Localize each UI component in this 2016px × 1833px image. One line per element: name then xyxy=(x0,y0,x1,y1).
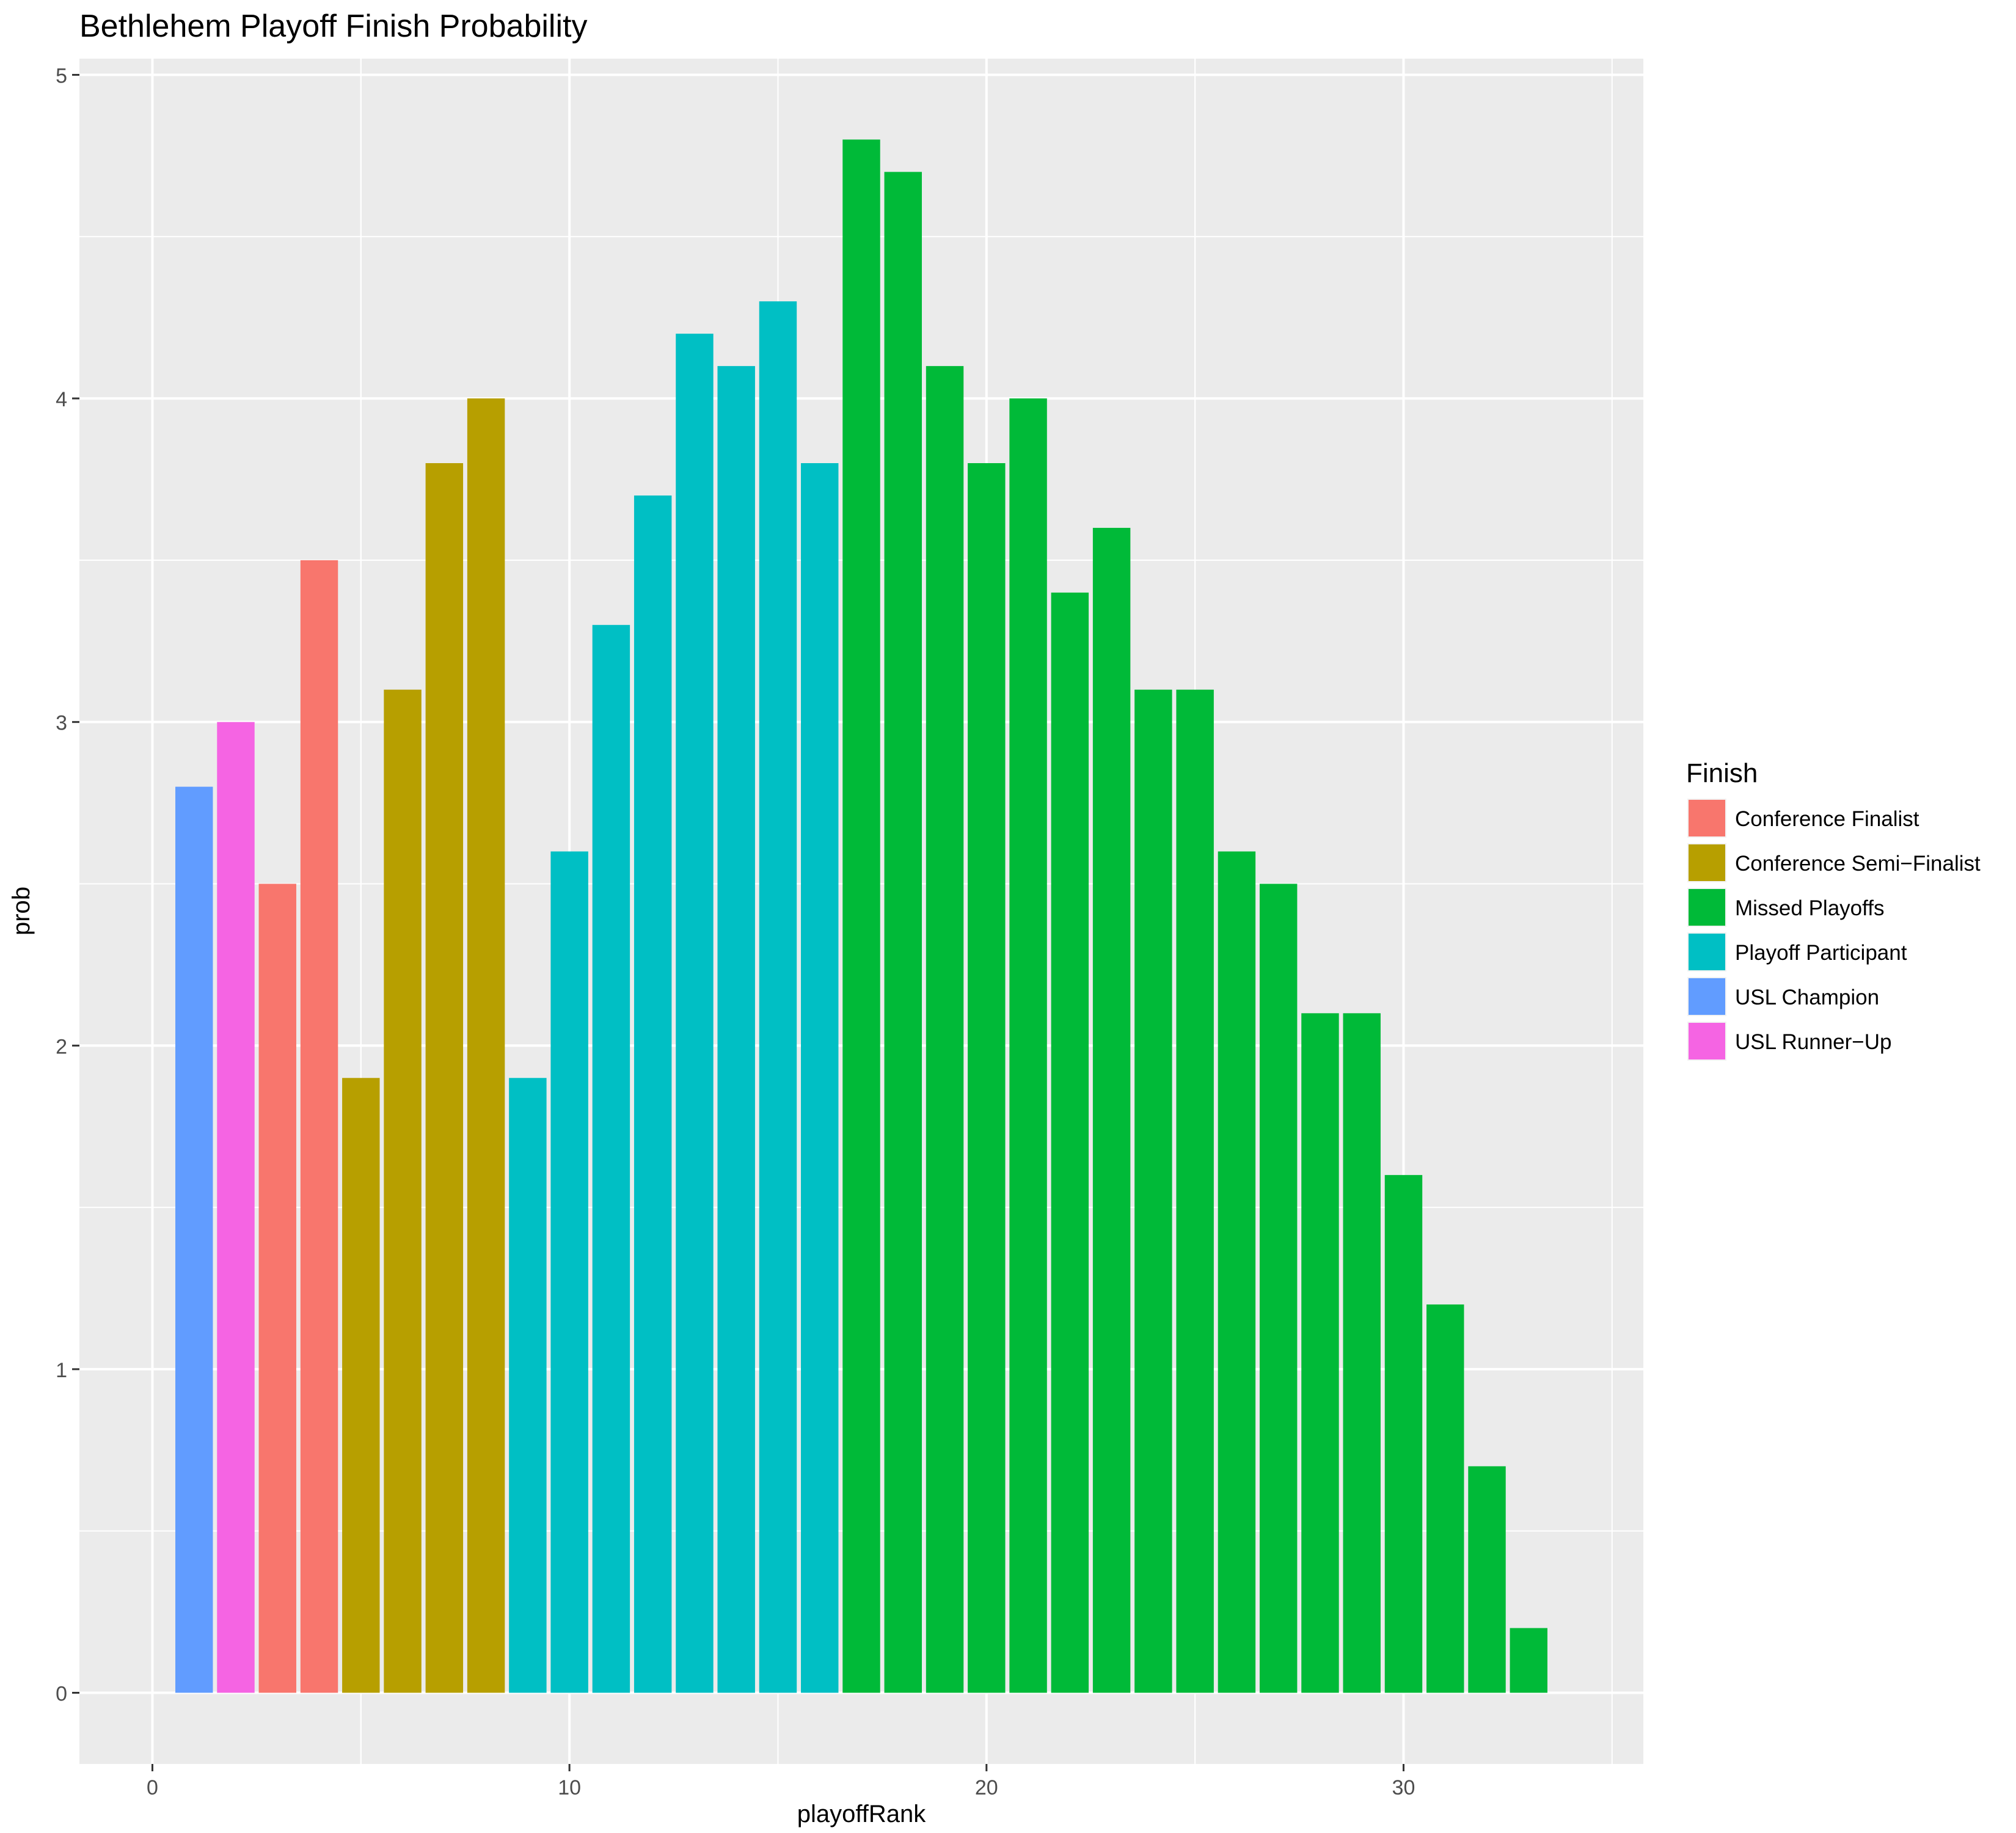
x-axis-title: playoffRank xyxy=(797,1801,927,1828)
bar xyxy=(1009,398,1047,1693)
bar xyxy=(300,560,338,1693)
bar xyxy=(1051,592,1089,1693)
legend-label: USL Runner−Up xyxy=(1735,1030,1891,1054)
bar xyxy=(342,1078,380,1693)
bar xyxy=(258,884,296,1693)
bar xyxy=(926,366,964,1693)
bar xyxy=(217,722,255,1693)
y-tick-label: 0 xyxy=(56,1682,67,1705)
y-tick-label: 3 xyxy=(56,712,67,735)
legend-swatch xyxy=(1689,1023,1725,1059)
y-axis-title: prob xyxy=(8,887,35,935)
legend-label: Conference Finalist xyxy=(1735,807,1919,831)
x-tick-label: 10 xyxy=(558,1776,581,1799)
x-axis: 0 10 20 30 xyxy=(147,1764,1415,1799)
legend-label: USL Champion xyxy=(1735,986,1879,1009)
legend-label: Missed Playoffs xyxy=(1735,896,1884,920)
bar xyxy=(1510,1628,1547,1693)
y-tick-label: 2 xyxy=(56,1035,67,1058)
bar xyxy=(1259,884,1298,1693)
bar xyxy=(676,334,714,1693)
y-tick-label: 4 xyxy=(56,388,67,411)
bar xyxy=(1092,527,1131,1693)
bar xyxy=(717,366,755,1693)
legend-swatch xyxy=(1689,978,1725,1015)
chart-title: Bethlehem Playoff Finish Probability xyxy=(79,9,587,44)
bar xyxy=(467,398,505,1693)
legend-label: Conference Semi−Finalist xyxy=(1735,852,1981,876)
bar xyxy=(842,139,880,1693)
bar xyxy=(175,786,213,1693)
bar xyxy=(509,1078,547,1693)
bar xyxy=(1218,851,1256,1693)
bars xyxy=(175,139,1547,1693)
bar xyxy=(592,624,630,1693)
legend-swatch xyxy=(1689,844,1725,881)
bar xyxy=(1176,689,1214,1693)
x-tick-label: 0 xyxy=(147,1776,158,1799)
legend-swatch xyxy=(1689,889,1725,926)
bar xyxy=(425,463,464,1693)
legend-swatch xyxy=(1689,800,1725,836)
bar xyxy=(1426,1304,1464,1693)
bar xyxy=(634,495,672,1693)
y-axis: 0 1 2 3 4 5 xyxy=(56,64,79,1705)
x-tick-label: 30 xyxy=(1392,1776,1415,1799)
bar xyxy=(1301,1013,1339,1693)
legend-swatch xyxy=(1689,934,1725,970)
legend-label: Playoff Participant xyxy=(1735,941,1907,965)
bar xyxy=(968,463,1006,1693)
bar xyxy=(1384,1175,1423,1693)
bar xyxy=(884,172,922,1693)
y-tick-label: 5 xyxy=(56,64,67,87)
bar xyxy=(1134,689,1172,1693)
bar xyxy=(801,463,839,1693)
y-tick-label: 1 xyxy=(56,1359,67,1382)
bar xyxy=(384,689,422,1693)
bar xyxy=(759,301,797,1693)
x-tick-label: 20 xyxy=(975,1776,998,1799)
bar xyxy=(550,851,588,1693)
bar xyxy=(1468,1466,1506,1693)
bar xyxy=(1343,1013,1381,1693)
legend: Finish Conference Finalist Conference Sem… xyxy=(1686,758,1981,1061)
legend-title: Finish xyxy=(1686,758,1758,788)
